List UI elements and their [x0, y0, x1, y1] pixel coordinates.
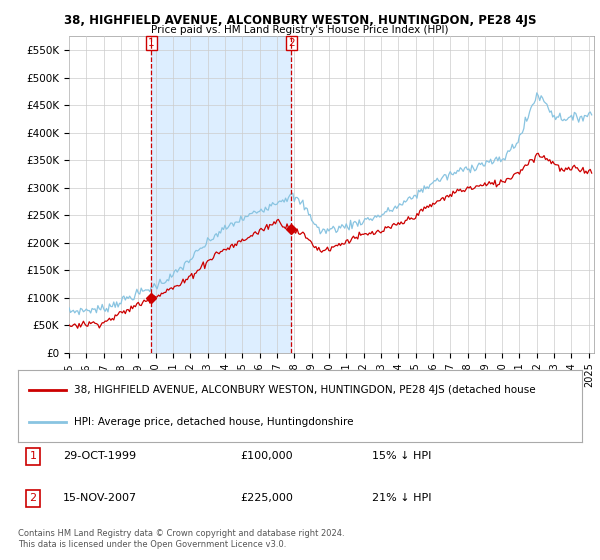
Text: 38, HIGHFIELD AVENUE, ALCONBURY WESTON, HUNTINGDON, PE28 4JS (detached house: 38, HIGHFIELD AVENUE, ALCONBURY WESTON, … — [74, 385, 536, 395]
Text: Price paid vs. HM Land Registry's House Price Index (HPI): Price paid vs. HM Land Registry's House … — [151, 25, 449, 35]
Text: Contains HM Land Registry data © Crown copyright and database right 2024.
This d: Contains HM Land Registry data © Crown c… — [18, 529, 344, 549]
Text: 1: 1 — [148, 38, 155, 48]
Text: 29-OCT-1999: 29-OCT-1999 — [63, 451, 136, 461]
Text: 2: 2 — [288, 38, 295, 48]
Text: £225,000: £225,000 — [240, 493, 293, 503]
Text: 21% ↓ HPI: 21% ↓ HPI — [372, 493, 431, 503]
Bar — [151, 36, 292, 353]
Text: 15% ↓ HPI: 15% ↓ HPI — [372, 451, 431, 461]
Text: 1: 1 — [29, 451, 37, 461]
Text: £100,000: £100,000 — [240, 451, 293, 461]
Text: 2: 2 — [29, 493, 37, 503]
Text: 15-NOV-2007: 15-NOV-2007 — [63, 493, 137, 503]
Text: 38, HIGHFIELD AVENUE, ALCONBURY WESTON, HUNTINGDON, PE28 4JS: 38, HIGHFIELD AVENUE, ALCONBURY WESTON, … — [64, 14, 536, 27]
Text: HPI: Average price, detached house, Huntingdonshire: HPI: Average price, detached house, Hunt… — [74, 417, 354, 427]
